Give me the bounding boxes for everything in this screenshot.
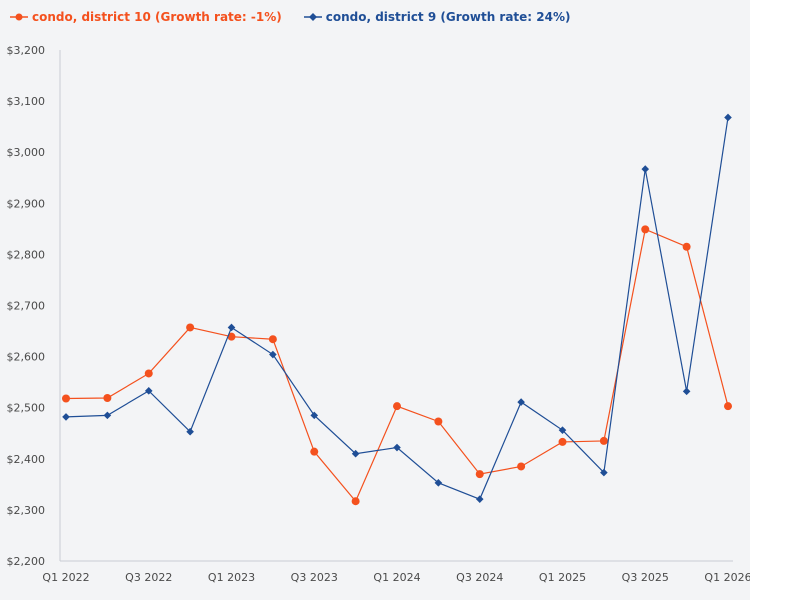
data-point-1 xyxy=(62,413,70,421)
data-point-1 xyxy=(227,323,236,332)
y-tick-label: $2,700 xyxy=(7,300,46,313)
legend-circle-marker-icon xyxy=(10,13,28,21)
data-point-1 xyxy=(724,113,732,122)
data-point-1 xyxy=(310,411,319,420)
x-tick-label: Q3 2024 xyxy=(456,571,503,584)
data-point-1 xyxy=(186,427,194,436)
legend-item-district9[interactable]: condo, district 9 (Growth rate: 24%) xyxy=(303,10,571,24)
data-point-0 xyxy=(641,225,650,234)
data-point-0 xyxy=(434,417,443,426)
x-tick-label: Q1 2025 xyxy=(539,571,586,584)
data-point-0 xyxy=(310,447,319,456)
data-point-1 xyxy=(682,387,691,396)
y-tick-label: $2,600 xyxy=(7,351,46,364)
chart-area: condo, district 10 (Growth rate: -1%) co… xyxy=(0,0,750,600)
y-tick-label: $3,000 xyxy=(7,146,46,159)
y-tick-label: $2,900 xyxy=(7,197,46,210)
x-tick-label: Q1 2024 xyxy=(373,571,420,584)
legend: condo, district 10 (Growth rate: -1%) co… xyxy=(10,10,571,24)
y-tick-label: $2,800 xyxy=(7,248,46,261)
data-point-0 xyxy=(475,470,484,479)
data-point-0 xyxy=(103,393,112,402)
series-line-0 xyxy=(65,228,729,503)
data-point-1 xyxy=(517,398,525,406)
data-point-0 xyxy=(393,402,401,411)
line-chart: $2,200 $2,300 $2,400 $2,500 $2,600 $2,700 $2,8… xyxy=(7,44,751,584)
legend-item-district10[interactable]: condo, district 10 (Growth rate: -1%) xyxy=(10,10,282,24)
x-tick-label: Q3 2022 xyxy=(125,571,172,584)
data-point-1 xyxy=(103,411,112,420)
data-point-0 xyxy=(227,332,236,341)
data-point-1 xyxy=(475,495,484,503)
data-point-0 xyxy=(186,323,195,332)
x-tick-label: Q1 2026 xyxy=(704,571,750,584)
data-point-1 xyxy=(144,387,153,395)
x-tick-label: Q3 2023 xyxy=(291,571,338,584)
legend-label-district9: condo, district 9 (Growth rate: 24%) xyxy=(325,10,571,24)
data-point-1 xyxy=(641,165,650,173)
data-point-1 xyxy=(600,468,608,477)
data-point-0 xyxy=(558,437,567,446)
y-tick-label: $2,400 xyxy=(7,453,46,466)
data-point-1 xyxy=(351,449,360,458)
data-point-1 xyxy=(269,350,277,359)
data-point-0 xyxy=(682,242,691,251)
data-point-1 xyxy=(434,479,443,487)
y-tick-label: $3,200 xyxy=(7,44,46,57)
y-tick-label: $2,300 xyxy=(7,504,46,517)
data-point-0 xyxy=(351,497,360,506)
data-point-0 xyxy=(62,394,70,403)
data-point-0 xyxy=(599,436,608,445)
y-tick-label: $3,100 xyxy=(7,95,46,108)
data-point-0 xyxy=(144,369,153,378)
x-tick-label: Q3 2025 xyxy=(622,571,669,584)
data-point-1 xyxy=(393,443,401,452)
data-point-0 xyxy=(268,335,277,344)
x-tick-label: Q1 2022 xyxy=(42,571,89,584)
y-tick-label: $2,500 xyxy=(7,402,46,415)
data-point-0 xyxy=(517,462,526,471)
data-point-0 xyxy=(724,402,732,411)
legend-label-district10: condo, district 10 (Growth rate: -1%) xyxy=(32,10,282,24)
y-tick-label: $2,200 xyxy=(7,555,46,568)
data-point-1 xyxy=(558,426,567,434)
series-line-1 xyxy=(65,117,729,500)
legend-diamond-marker-icon xyxy=(303,13,322,21)
x-tick-label: Q1 2023 xyxy=(208,571,255,584)
